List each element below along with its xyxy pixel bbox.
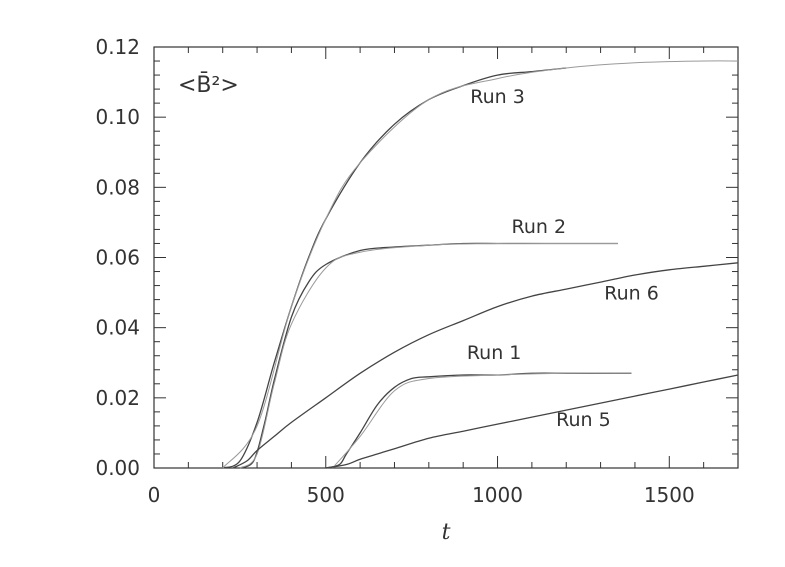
y-tick-label: 0.02 <box>95 386 140 410</box>
series-line-run-2-fit <box>239 242 618 469</box>
series-lines <box>222 60 739 469</box>
series-label-run-5: Run 5 <box>556 409 611 431</box>
x-axis-label: t <box>442 520 451 545</box>
series-line-run-1-fit <box>332 372 632 469</box>
y-tick-label: 0.06 <box>95 246 140 270</box>
series-label-run-3: Run 3 <box>470 86 525 108</box>
y-tick-labels: 0.00 0.02 0.04 0.06 0.08 0.10 0.12 <box>95 35 140 480</box>
y-tick-label: 0.00 <box>95 456 140 480</box>
x-tick-label: 1000 <box>472 483 523 507</box>
y-tick-label: 0.08 <box>95 175 140 199</box>
y-tick-label: 0.04 <box>95 316 140 340</box>
series-label-run-6: Run 6 <box>604 283 659 305</box>
series-label-run-2: Run 2 <box>511 216 566 238</box>
series-labels: Run 3 Run 2 Run 6 Run 1 Run 5 <box>467 86 659 431</box>
quantity-label: <B̄²> <box>178 72 239 98</box>
series-line-run-6 <box>232 262 739 469</box>
x-tick-labels: 0 500 1000 1500 <box>148 483 695 507</box>
x-tick-label: 0 <box>148 483 161 507</box>
series-label-run-1: Run 1 <box>467 342 522 364</box>
y-tick-label: 0.10 <box>95 105 140 129</box>
series-line-run-3-fit <box>222 60 739 469</box>
series-line-run-3 <box>222 67 567 469</box>
series-line-run-2 <box>239 242 618 469</box>
axis-ticks <box>153 46 738 469</box>
series-line-run-5 <box>325 374 739 469</box>
x-tick-label: 500 <box>307 483 345 507</box>
plot-frame <box>153 46 739 469</box>
x-tick-label: 1500 <box>644 483 695 507</box>
y-tick-label: 0.12 <box>95 35 140 59</box>
